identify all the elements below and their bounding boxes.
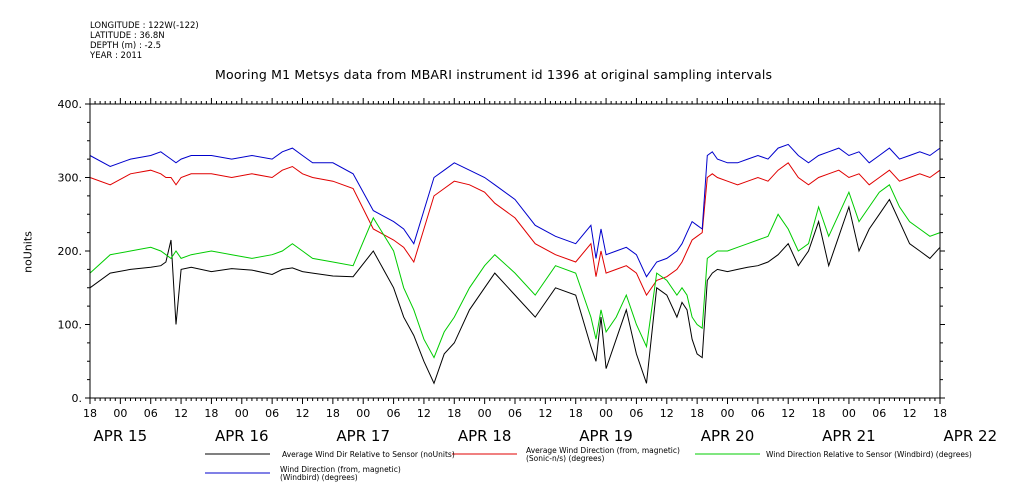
latitude-label: LATITUDE : 36.8N (90, 31, 165, 41)
longitude-label: LONGITUDE : 122W(-122) (90, 21, 199, 31)
x-tick-label: 12 (174, 407, 188, 420)
date-label: APR 15 (94, 427, 148, 445)
series-line-1 (89, 198, 941, 385)
series-line-3 (89, 184, 941, 359)
y-tick-label: 400. (58, 98, 83, 111)
series-line-2 (89, 162, 941, 297)
x-tick-label: 06 (508, 407, 522, 420)
x-tick-label: 06 (872, 407, 886, 420)
legend-label-series-3: Wind Direction Relative to Sensor (Windb… (766, 450, 972, 459)
x-tick-label: 00 (599, 407, 613, 420)
x-tick-label: 00 (842, 407, 856, 420)
x-tick-label: 18 (569, 407, 583, 420)
x-tick-label: 18 (933, 407, 947, 420)
x-tick-label: 00 (113, 407, 127, 420)
x-tick-label: 18 (812, 407, 826, 420)
chart-title: Mooring M1 Metsys data from MBARI instru… (215, 67, 773, 82)
x-tick-label: 00 (478, 407, 492, 420)
x-tick-label: 18 (83, 407, 97, 420)
x-tick-label: 12 (296, 407, 310, 420)
depth-label: DEPTH (m) : -2.5 (90, 41, 162, 51)
x-tick-label: 00 (356, 407, 370, 420)
plot-frame (89, 103, 941, 399)
x-tick-label: 06 (629, 407, 643, 420)
x-tick-label: 06 (144, 407, 158, 420)
x-tick-label: 18 (326, 407, 340, 420)
x-tick-label: 00 (721, 407, 735, 420)
x-tick-label: 12 (538, 407, 552, 420)
x-tick-label: 18 (690, 407, 704, 420)
x-tick-label: 12 (417, 407, 431, 420)
x-tick-label: 18 (447, 407, 461, 420)
x-tick-label: 06 (265, 407, 279, 420)
date-label: APR 22 (944, 427, 998, 445)
legend-label-series-2: Average Wind Direction (from, magnetic) … (526, 446, 680, 463)
year-label: YEAR : 2011 (90, 51, 143, 61)
y-tick-label: 100. (58, 319, 83, 332)
date-label: APR 17 (336, 427, 390, 445)
date-label: APR 16 (215, 427, 269, 445)
series-line-4 (89, 143, 941, 278)
date-label: APR 21 (822, 427, 876, 445)
x-tick-label: 12 (660, 407, 674, 420)
y-tick-label: 200. (58, 245, 83, 258)
x-tick-label: 12 (903, 407, 917, 420)
date-label: APR 18 (458, 427, 512, 445)
x-tick-label: 12 (781, 407, 795, 420)
y-tick-label: 300. (58, 172, 83, 185)
legend-label-series-4: Wind Direction (from, magnetic) (Windbir… (280, 465, 401, 482)
date-label: APR 19 (579, 427, 633, 445)
x-tick-label: 06 (751, 407, 765, 420)
x-tick-label: 06 (387, 407, 401, 420)
legend-label-series-1: Average Wind Dir Relative to Sensor (noU… (282, 450, 455, 459)
date-label: APR 20 (701, 427, 755, 445)
x-tick-label: 00 (235, 407, 249, 420)
y-tick-label: 0. (72, 392, 83, 405)
x-tick-label: 18 (204, 407, 218, 420)
